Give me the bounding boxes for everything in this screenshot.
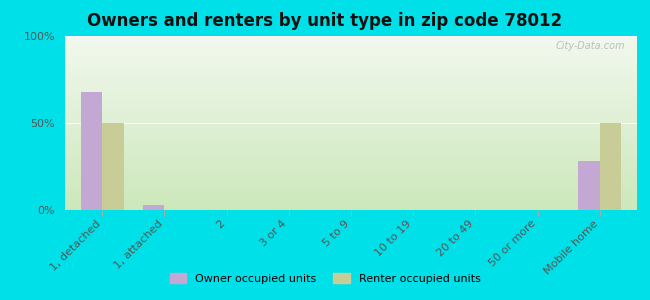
Bar (600, 123, 621, 210)
Bar (102, 123, 124, 210)
Text: City-Data.com: City-Data.com (556, 41, 625, 51)
Legend: Owner occupied units, Renter occupied units: Owner occupied units, Renter occupied un… (165, 269, 485, 288)
Text: Owners and renters by unit type in zip code 78012: Owners and renters by unit type in zip c… (88, 12, 562, 30)
Bar (143, 205, 164, 210)
Bar (578, 161, 600, 210)
Bar (81, 92, 102, 210)
